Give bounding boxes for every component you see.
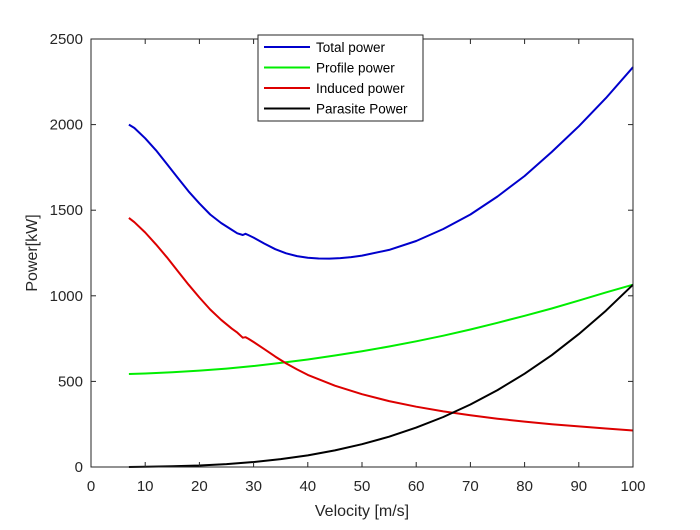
legend-label-parasite-power: Parasite Power — [316, 102, 408, 117]
series-line-profile-power — [128, 283, 634, 375]
series-layer — [128, 66, 634, 468]
x-tick-label: 70 — [462, 478, 479, 495]
y-tick-label: 2500 — [50, 31, 83, 48]
x-tick-label: 30 — [245, 478, 262, 495]
x-tick-label: 40 — [299, 478, 316, 495]
legend-label-induced-power: Induced power — [316, 81, 405, 96]
y-tick-label: 500 — [58, 373, 83, 390]
x-tick-label: 100 — [620, 478, 645, 495]
legend-label-total-power: Total power — [316, 40, 386, 55]
y-tick-label: 2000 — [50, 117, 83, 134]
x-tick-label: 20 — [191, 478, 208, 495]
legend-box — [257, 34, 424, 122]
x-tick-label: 80 — [516, 478, 533, 495]
x-tick-label: 0 — [87, 478, 95, 495]
x-tick-label: 60 — [408, 478, 425, 495]
legend-label-profile-power: Profile power — [316, 61, 395, 76]
x-axis-label: Velocity [m/s] — [315, 503, 409, 520]
y-axis-label: Power[kW] — [24, 214, 41, 291]
y-tick-label: 0 — [75, 459, 83, 476]
legend: Total power Profile power Induced power Par… — [257, 34, 424, 122]
x-tick-label: 90 — [570, 478, 587, 495]
x-tick-label: 50 — [354, 478, 371, 495]
y-tick-label: 1000 — [50, 288, 83, 305]
series-line-induced-power — [128, 217, 634, 432]
series-line-parasite-power — [128, 283, 634, 468]
ticks-layer: 0 10 20 30 40 50 60 70 80 90 100050010001500200025… — [50, 31, 646, 495]
series-line-total-power — [128, 66, 634, 260]
x-tick-label: 10 — [137, 478, 154, 495]
y-tick-label: 1500 — [50, 202, 83, 219]
